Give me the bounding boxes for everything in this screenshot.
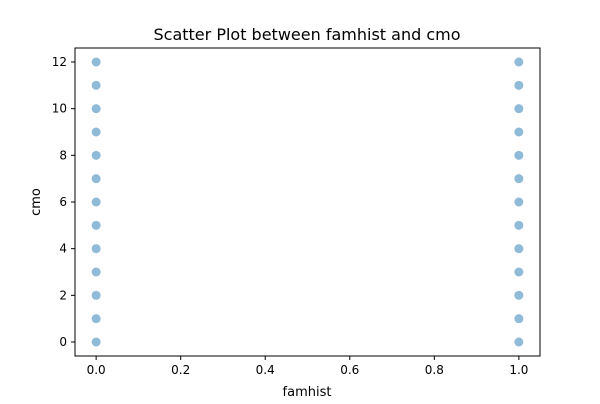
scatter-point bbox=[514, 197, 524, 207]
scatter-point bbox=[514, 104, 524, 114]
x-tick-label: 0.2 bbox=[171, 363, 190, 377]
y-axis-ticks: 0 2 4 6 8 10 12 bbox=[52, 55, 75, 349]
x-tick-label: 0.0 bbox=[87, 363, 106, 377]
scatter-point bbox=[514, 57, 524, 67]
scatter-point bbox=[514, 150, 524, 160]
scatter-point bbox=[514, 267, 524, 277]
scatter-point bbox=[91, 127, 101, 137]
scatter-point bbox=[514, 220, 524, 230]
y-axis-label: cmo bbox=[29, 188, 44, 216]
scatter-point bbox=[91, 267, 101, 277]
y-tick-label: 4 bbox=[59, 242, 67, 256]
scatter-point bbox=[91, 80, 101, 90]
y-tick-label: 2 bbox=[59, 288, 67, 302]
x-tick-label: 0.8 bbox=[425, 363, 444, 377]
y-tick-label: 10 bbox=[52, 102, 67, 116]
scatter-point bbox=[91, 220, 101, 230]
chart-title: Scatter Plot between famhist and cmo bbox=[154, 25, 461, 44]
scatter-point bbox=[514, 127, 524, 137]
scatter-point bbox=[91, 57, 101, 67]
scatter-point bbox=[91, 174, 101, 184]
scatter-point bbox=[91, 150, 101, 160]
scatter-point bbox=[91, 337, 101, 347]
x-tick-label: 0.6 bbox=[340, 363, 359, 377]
scatter-point bbox=[514, 244, 524, 254]
scatter-point bbox=[91, 197, 101, 207]
x-tick-label: 1.0 bbox=[509, 363, 528, 377]
y-tick-label: 12 bbox=[52, 55, 67, 69]
scatter-point bbox=[514, 314, 524, 324]
x-tick-label: 0.4 bbox=[256, 363, 275, 377]
scatter-point bbox=[91, 314, 101, 324]
x-axis-ticks: 0.0 0.2 0.4 0.6 0.8 1.0 bbox=[87, 356, 528, 377]
scatter-point bbox=[91, 290, 101, 300]
scatter-point bbox=[91, 104, 101, 114]
scatter-point bbox=[514, 80, 524, 90]
scatter-point bbox=[514, 290, 524, 300]
x-axis-label: famhist bbox=[283, 385, 332, 400]
y-tick-label: 6 bbox=[59, 195, 67, 209]
y-tick-label: 0 bbox=[59, 335, 67, 349]
y-tick-label: 8 bbox=[59, 148, 67, 162]
scatter-point bbox=[91, 244, 101, 254]
points-layer bbox=[91, 57, 524, 347]
plot-frame bbox=[74, 47, 541, 357]
scatter-point bbox=[514, 174, 524, 184]
scatter-point bbox=[514, 337, 524, 347]
